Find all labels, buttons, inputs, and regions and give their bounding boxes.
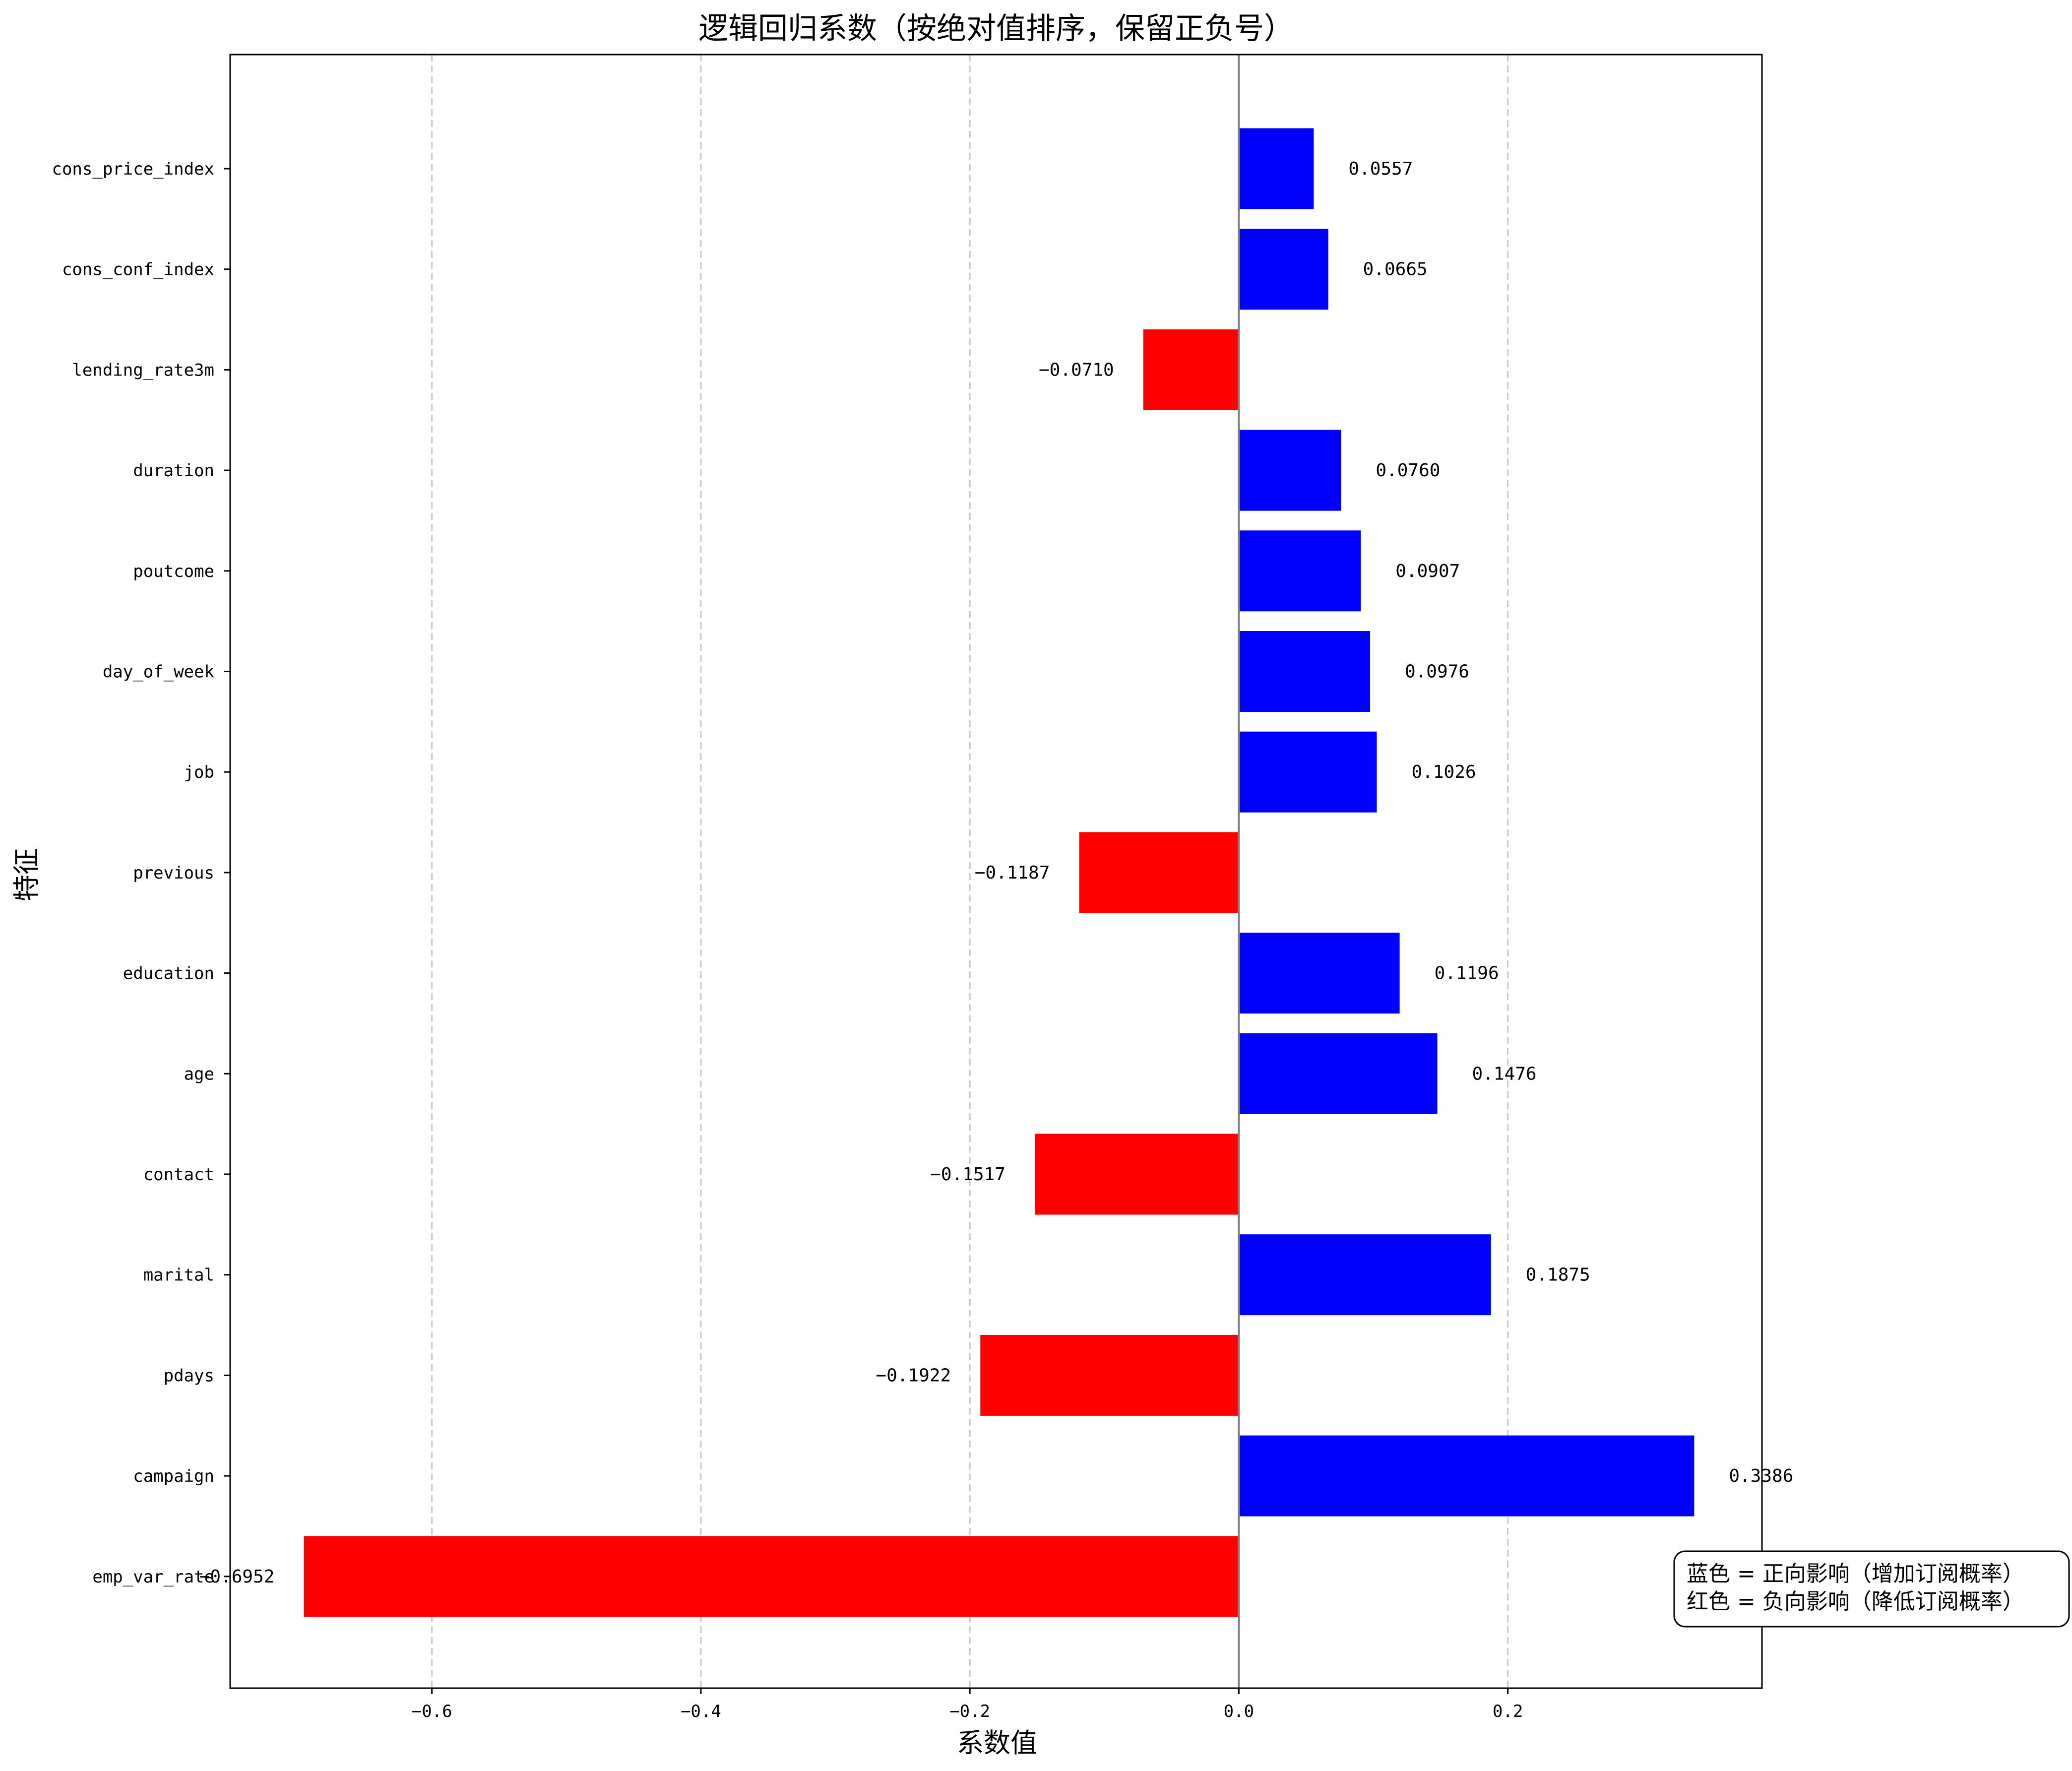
bar-age	[1239, 1033, 1438, 1114]
y-tick-label: contact	[143, 1165, 214, 1185]
x-tick-label: 0.0	[1224, 1702, 1254, 1721]
y-tick-label: cons_price_index	[52, 159, 214, 179]
bar-day_of_week	[1239, 631, 1370, 712]
value-label: 0.0665	[1363, 259, 1428, 280]
bar-job	[1239, 731, 1377, 813]
value-label: −0.1922	[876, 1365, 951, 1386]
value-label: 0.1196	[1435, 963, 1499, 984]
y-tick-label: poutcome	[133, 562, 214, 581]
y-tick-label: pdays	[164, 1366, 214, 1386]
value-label: −0.0710	[1039, 360, 1114, 380]
bar-marital	[1239, 1234, 1491, 1316]
value-label: 0.0557	[1348, 159, 1413, 179]
y-tick-label: cons_conf_index	[62, 260, 214, 280]
bar-contact	[1035, 1134, 1239, 1215]
chart-title: 逻辑回归系数（按绝对值排序，保留正负号）	[698, 11, 1294, 46]
value-label: 0.1875	[1526, 1265, 1590, 1285]
x-tick-label: −0.2	[949, 1702, 990, 1721]
y-tick-label: lending_rate3m	[72, 360, 214, 380]
legend-frame	[1673, 1550, 2070, 1628]
bar-emp_var_rate	[304, 1536, 1239, 1617]
y-tick-label: age	[184, 1064, 214, 1084]
y-tick-label: marital	[143, 1265, 214, 1285]
value-label: −0.6952	[199, 1567, 275, 1587]
value-labels: 0.0557 0.0665 −0.0710 0.0760 0.0907 0.0976 0.1…	[199, 159, 1794, 1587]
x-tick-label: −0.4	[681, 1702, 721, 1721]
bar-poutcome	[1239, 530, 1361, 612]
x-axis-title: 系数值	[957, 1727, 1037, 1759]
plot-frame	[229, 54, 1763, 1689]
bar-pdays	[980, 1334, 1239, 1416]
y-axis-title: 特征	[11, 848, 42, 901]
bar-duration	[1239, 430, 1341, 511]
bar-campaign	[1239, 1435, 1695, 1517]
value-label: −0.1187	[975, 863, 1050, 883]
bar-lending_rate3m	[1143, 329, 1239, 410]
legend-box: 蓝色 = 正向影响（增加订阅概率） 红色 = 负向影响（降低订阅概率）	[1673, 1550, 2070, 1628]
value-label: 0.0976	[1405, 662, 1469, 682]
y-tick-label: education	[123, 964, 214, 984]
bar-education	[1239, 933, 1400, 1014]
value-label: 0.0760	[1376, 460, 1440, 481]
y-tick-label: job	[184, 762, 214, 782]
bar-cons_price_index	[1239, 128, 1314, 209]
value-label: −0.1517	[930, 1164, 1005, 1185]
y-axis-ticks: cons_price_index cons_conf_index lending_r…	[52, 159, 230, 1587]
value-label: 0.1476	[1472, 1064, 1537, 1084]
bar-previous	[1079, 832, 1239, 913]
x-axis-ticks: −0.6 −0.4 −0.2 0.0 0.2	[412, 1688, 1523, 1721]
y-tick-label: day_of_week	[103, 662, 214, 682]
y-tick-label: emp_var_rate	[92, 1567, 214, 1587]
value-label: 0.3386	[1729, 1466, 1793, 1486]
y-tick-label: campaign	[133, 1466, 214, 1486]
value-label: 0.1026	[1412, 762, 1476, 782]
x-tick-label: −0.6	[412, 1702, 452, 1721]
legend-line-positive: 蓝色 = 正向影响（增加订阅概率）	[1687, 1561, 2024, 1586]
y-tick-label: previous	[133, 863, 214, 883]
bars	[304, 128, 1695, 1617]
y-tick-label: duration	[133, 461, 214, 481]
value-label: 0.0907	[1395, 561, 1460, 581]
legend-line-negative: 红色 = 负向影响（降低订阅概率）	[1687, 1589, 2024, 1614]
x-tick-label: 0.2	[1493, 1702, 1523, 1721]
bar-cons_conf_index	[1239, 229, 1328, 310]
